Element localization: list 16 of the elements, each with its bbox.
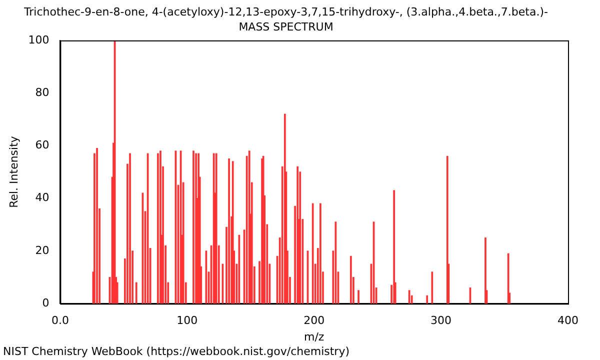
text: NIST Chemistry WebBook (https://webbook.nist.gov/chemistry) — [3, 345, 350, 358]
y-tick-label: 100 — [28, 33, 50, 46]
x-tick-label: 300 — [430, 314, 452, 328]
chart-subtitle: MASS SPECTRUM — [238, 20, 334, 34]
x-axis-title: m/z — [304, 330, 324, 344]
y-tick-label: 60 — [35, 138, 50, 152]
y-tick-label: 40 — [35, 191, 50, 204]
chart-title: Trichothec-9-en-8-one, 4-(acetyloxy)-12,13-epoxy-3,7,15-trihydroxy-, (3.alpha.,4.beta.,7.beta.)- — [23, 5, 548, 18]
x-tick-label: 400 — [558, 314, 578, 328]
x-tick-label: 200 — [304, 314, 325, 328]
x-tick-label: 0.0 — [51, 314, 69, 328]
x-tick-label: 100 — [176, 314, 198, 328]
y-tick-label: 80 — [35, 86, 50, 99]
y-tick-label: 0 — [42, 296, 50, 310]
y-tick-label: 20 — [35, 244, 50, 257]
y-axis-title: Rel. Intensity — [7, 136, 20, 208]
